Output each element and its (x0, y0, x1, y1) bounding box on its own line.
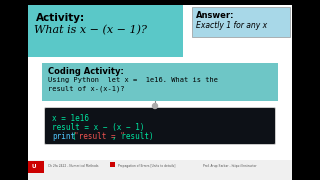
Text: print: print (52, 132, 75, 141)
Text: "result = ": "result = " (75, 132, 125, 141)
Text: x = 1e16: x = 1e16 (52, 114, 89, 123)
FancyBboxPatch shape (42, 63, 278, 101)
Text: result = x − (x − 1): result = x − (x − 1) (52, 123, 145, 132)
FancyBboxPatch shape (44, 107, 276, 145)
FancyBboxPatch shape (28, 161, 44, 173)
Text: U: U (31, 164, 36, 169)
FancyBboxPatch shape (28, 5, 292, 160)
FancyBboxPatch shape (192, 7, 290, 37)
FancyBboxPatch shape (28, 5, 183, 57)
Text: (: ( (71, 132, 76, 141)
Text: Exactly 1 for any x: Exactly 1 for any x (196, 21, 267, 30)
Circle shape (153, 103, 157, 109)
Text: Propagation of Errors [Units to details]: Propagation of Errors [Units to details] (118, 164, 175, 168)
Text: Using Python  let x =  1e16. What is the: Using Python let x = 1e16. What is the (48, 77, 218, 83)
Text: Ch 2fa 2422 - Numerical Methods: Ch 2fa 2422 - Numerical Methods (48, 164, 99, 168)
Text: Activity:: Activity: (36, 13, 85, 23)
Text: result of x-(x-1)?: result of x-(x-1)? (48, 86, 124, 93)
Text: Coding Activity:: Coding Activity: (48, 67, 124, 76)
Text: Answer:: Answer: (196, 11, 235, 20)
Text: , result): , result) (112, 132, 154, 141)
FancyBboxPatch shape (110, 162, 115, 167)
FancyBboxPatch shape (28, 160, 292, 180)
Text: What is x − (x − 1)?: What is x − (x − 1)? (34, 25, 147, 35)
FancyBboxPatch shape (292, 0, 320, 180)
Text: Prof. Arup Sarkar - https://instructor: Prof. Arup Sarkar - https://instructor (203, 164, 257, 168)
